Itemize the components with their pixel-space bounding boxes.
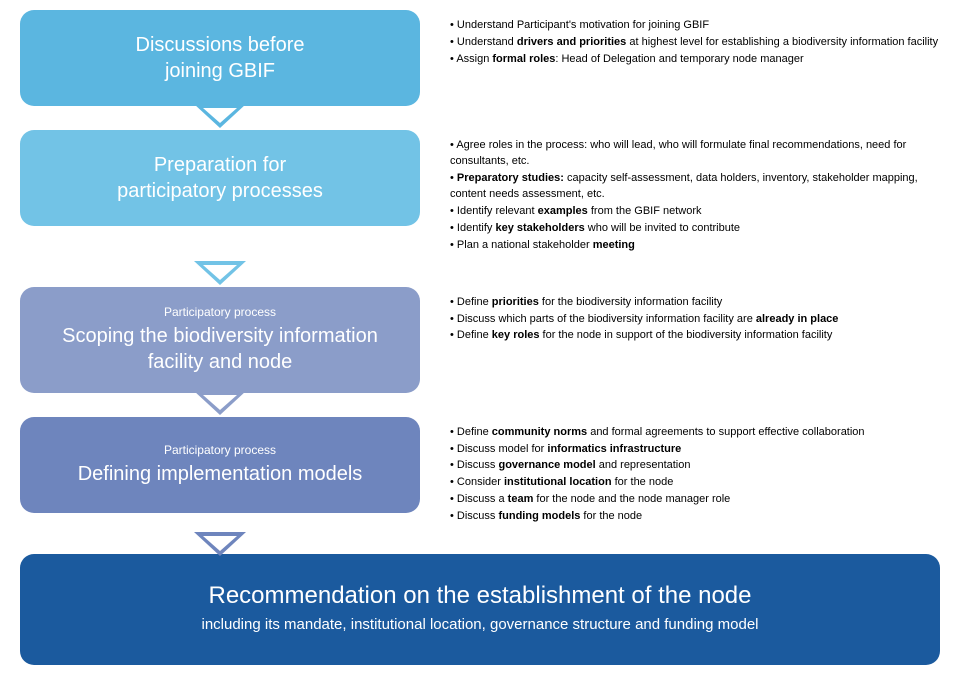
final-subtitle: including its mandate, institutional loc… bbox=[50, 616, 910, 633]
stage-box-2: Preparation forparticipatory processes bbox=[20, 130, 420, 226]
bullet-item: Discuss funding models for the node bbox=[450, 509, 947, 525]
stage-box-4: Participatory process Defining implementa… bbox=[20, 417, 420, 513]
bullet-item: Define key roles for the node in support… bbox=[450, 328, 947, 344]
bullet-item: Understand Participant's motivation for … bbox=[450, 18, 947, 34]
bullet-item: Consider institutional location for the … bbox=[450, 475, 947, 491]
stage-row-2: Preparation forparticipatory processes Ag… bbox=[20, 130, 947, 263]
stage-box-1: Discussions beforejoining GBIF bbox=[20, 10, 420, 106]
stage-title: Discussions beforejoining GBIF bbox=[136, 32, 305, 84]
stage-title: Scoping the biodiversity informationfaci… bbox=[62, 323, 378, 375]
bullet-item: Agree roles in the process: who will lea… bbox=[450, 138, 947, 170]
bullet-item: Define priorities for the biodiversity i… bbox=[450, 295, 947, 311]
stage-bullets-4: Define community norms and formal agreem… bbox=[420, 417, 947, 535]
stage-row-4: Participatory process Defining implementa… bbox=[20, 417, 947, 535]
bullet-item: Preparatory studies: capacity self-asses… bbox=[450, 171, 947, 203]
bullet-item: Assign formal roles: Head of Delegation … bbox=[450, 52, 947, 68]
bullet-item: Discuss model for informatics infrastruc… bbox=[450, 442, 947, 458]
stage-box-3: Participatory process Scoping the biodive… bbox=[20, 287, 420, 393]
arrow-down-icon bbox=[20, 532, 420, 558]
final-title: Recommendation on the establishment of t… bbox=[50, 582, 910, 610]
stage-pretitle: Participatory process bbox=[164, 305, 276, 319]
bullet-item: Define community norms and formal agreem… bbox=[450, 425, 947, 441]
stage-pretitle: Participatory process bbox=[164, 443, 276, 457]
arrow-down-icon bbox=[20, 104, 420, 130]
stage-bullets-2: Agree roles in the process: who will lea… bbox=[420, 130, 947, 263]
stage-bullets-3: Define priorities for the biodiversity i… bbox=[420, 287, 947, 354]
stage-row-1: Discussions beforejoining GBIF Understand… bbox=[20, 10, 947, 106]
stage-title: Preparation forparticipatory processes bbox=[117, 152, 323, 204]
bullet-item: Plan a national stakeholder meeting bbox=[450, 238, 947, 254]
bullet-item: Discuss which parts of the biodiversity … bbox=[450, 312, 947, 328]
bullet-item: Identify key stakeholders who will be in… bbox=[450, 221, 947, 237]
stage-title: Defining implementation models bbox=[78, 461, 363, 487]
bullet-item: Discuss governance model and representat… bbox=[450, 458, 947, 474]
arrow-down-icon bbox=[20, 261, 420, 287]
bullet-item: Understand drivers and priorities at hig… bbox=[450, 35, 947, 51]
bullet-item: Discuss a team for the node and the node… bbox=[450, 492, 947, 508]
final-recommendation-box: Recommendation on the establishment of t… bbox=[20, 554, 940, 665]
stage-row-3: Participatory process Scoping the biodive… bbox=[20, 287, 947, 393]
bullet-item: Identify relevant examples from the GBIF… bbox=[450, 204, 947, 220]
stage-bullets-1: Understand Participant's motivation for … bbox=[420, 10, 947, 77]
arrow-down-icon bbox=[20, 391, 420, 417]
